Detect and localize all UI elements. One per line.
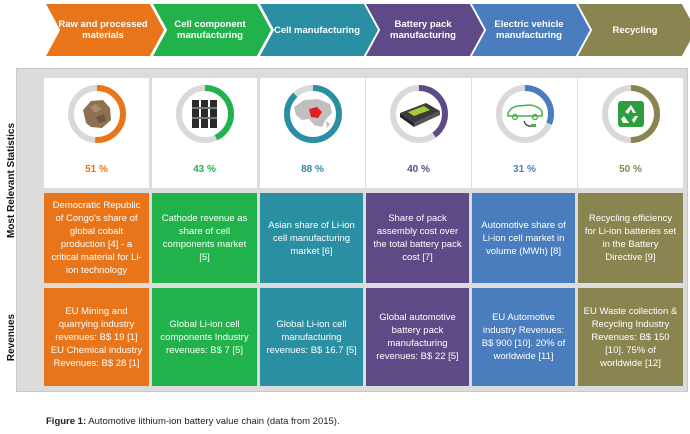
stat-percentage: 88 % <box>301 164 324 175</box>
stat-card-recycling: 50 % <box>578 78 683 188</box>
stat-percentage: 40 % <box>407 164 430 175</box>
stat-percentage: 51 % <box>85 164 108 175</box>
ring-progress <box>176 85 234 143</box>
stat-description-ev-manufacturing: Automotive share of Li-ion cell market i… <box>472 193 575 283</box>
stat-card-cell-manufacturing: 88 % <box>260 78 365 188</box>
stage-recycling: Recycling <box>578 4 690 56</box>
ring-progress <box>602 85 660 143</box>
ring-progress <box>284 85 342 143</box>
revenue-raw-materials: EU Mining and quarrying industry revenue… <box>44 288 149 386</box>
figure-caption: Figure 1: Automotive lithium-ion battery… <box>46 416 340 427</box>
cobalt-rock-icon <box>83 100 111 128</box>
stage-cell-manufacturing: Cell manufacturing <box>260 4 378 56</box>
stage-label: Battery pack manufacturing <box>390 19 456 41</box>
ring-progress <box>390 85 448 143</box>
stat-description-recycling: Recycling efficiency for Li-ion batterie… <box>578 193 683 283</box>
figure-caption-text: Automotive lithium-ion battery value cha… <box>88 416 340 427</box>
stage-cell-component-manufacturing: Cell component manufacturing <box>153 4 271 56</box>
value-chain-stages: Raw and processed materials Cell compone… <box>0 0 690 58</box>
stage-raw-materials: Raw and processed materials <box>46 4 164 56</box>
stat-card-ev-manufacturing: 31 % <box>472 78 577 188</box>
electric-car-icon <box>507 104 543 127</box>
stage-label: Raw and processed materials <box>58 19 148 41</box>
stage-label: Recycling <box>612 24 658 36</box>
stat-card-raw-materials: 51 % <box>44 78 149 188</box>
stage-ev-manufacturing: Electric vehicle manufacturing <box>472 4 590 56</box>
stat-percentage: 31 % <box>513 164 536 175</box>
stage-label: Cell manufacturing <box>273 24 361 36</box>
stage-battery-pack-manufacturing: Battery pack manufacturing <box>366 4 484 56</box>
asia-map-icon <box>294 99 332 128</box>
stat-percentage: 43 % <box>193 164 216 175</box>
stage-label: Electric vehicle manufacturing <box>494 19 564 41</box>
stat-percentage: 50 % <box>619 164 642 175</box>
recycling-icon <box>618 101 644 127</box>
stat-card-cell-components: 43 % <box>152 78 257 188</box>
ring-progress <box>68 85 126 143</box>
cathode-plates-icon <box>192 100 217 128</box>
revenue-recycling: EU Waste collection & Recycling Industry… <box>578 288 683 386</box>
revenues-row-label: Revenues <box>6 313 18 361</box>
revenue-cell-manufacturing: Global Li-ion cell manufacturing revenue… <box>260 288 363 386</box>
figure-caption-label: Figure 1: <box>46 416 87 427</box>
revenue-ev-manufacturing: EU Automotive industry Revenues: B$ 900 … <box>472 288 575 386</box>
stat-card-battery-pack: 40 % <box>366 78 471 188</box>
stat-description-raw-materials: Democratic Republic of Congo's share of … <box>44 193 149 283</box>
stat-description-battery-pack: Share of pack assembly cost over the tot… <box>366 193 469 283</box>
battery-pack-icon <box>400 103 440 127</box>
revenue-cell-components: Global Li-ion cell components Industry r… <box>152 288 257 386</box>
statistics-row-label: Most Relevant Statistics <box>6 122 18 239</box>
revenue-battery-pack: Global automotive battery pack manufactu… <box>366 288 469 386</box>
ring-progress <box>496 85 554 143</box>
stat-description-cell-components: Cathode revenue as share of cell compone… <box>152 193 257 283</box>
stage-label: Cell component manufacturing <box>174 19 246 41</box>
stat-description-cell-manufacturing: Asian share of Li-ion cell manufacturing… <box>260 193 363 283</box>
